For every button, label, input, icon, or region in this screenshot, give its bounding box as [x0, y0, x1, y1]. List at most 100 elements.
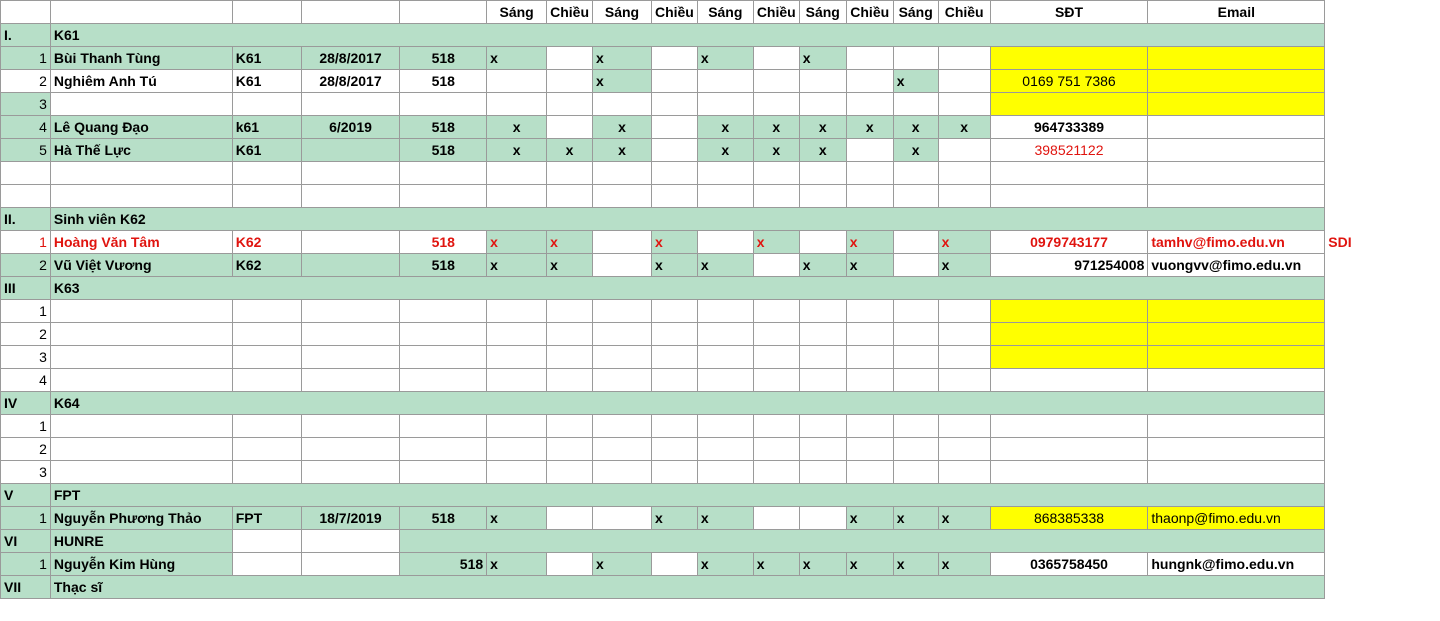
- attendance-mark[interactable]: [892, 368, 939, 392]
- attendance-mark[interactable]: [650, 46, 698, 70]
- attendance-mark[interactable]: x: [592, 115, 652, 139]
- attendance-mark[interactable]: [798, 414, 847, 438]
- email-address[interactable]: [1147, 299, 1326, 323]
- row-number[interactable]: 5: [0, 138, 51, 162]
- attendance-mark[interactable]: [650, 92, 698, 116]
- section-number[interactable]: III: [0, 276, 51, 300]
- class-code[interactable]: [231, 322, 302, 346]
- cell[interactable]: [300, 184, 401, 208]
- attendance-mark[interactable]: [752, 414, 800, 438]
- attendance-mark[interactable]: [752, 322, 800, 346]
- class-code[interactable]: K61: [231, 69, 302, 93]
- attendance-mark[interactable]: [892, 437, 939, 461]
- student-name[interactable]: [49, 299, 233, 323]
- attendance-mark[interactable]: x: [937, 506, 991, 530]
- attendance-mark[interactable]: x: [486, 253, 548, 277]
- cell[interactable]: [300, 161, 401, 185]
- email-address[interactable]: vuongvv@fimo.edu.vn: [1147, 253, 1326, 277]
- cell[interactable]: [546, 161, 594, 185]
- attendance-mark[interactable]: [592, 460, 652, 484]
- attendance-mark[interactable]: [845, 437, 894, 461]
- class-code[interactable]: FPT: [231, 506, 302, 530]
- extra-cell[interactable]: SDI: [1328, 234, 1352, 250]
- attendance-mark[interactable]: x: [696, 46, 754, 70]
- start-date[interactable]: 28/8/2017: [300, 69, 401, 93]
- room-number[interactable]: [399, 345, 488, 369]
- cell[interactable]: [752, 184, 800, 208]
- attendance-mark[interactable]: x: [845, 506, 894, 530]
- attendance-mark[interactable]: [592, 437, 652, 461]
- header-cell[interactable]: Sáng: [592, 0, 652, 24]
- student-name[interactable]: [49, 460, 233, 484]
- cell[interactable]: [798, 161, 847, 185]
- room-number[interactable]: 518: [399, 69, 488, 93]
- attendance-mark[interactable]: x: [486, 230, 548, 254]
- header-cell[interactable]: SĐT: [989, 0, 1149, 24]
- cell[interactable]: [845, 184, 894, 208]
- phone-number[interactable]: 868385338: [989, 506, 1149, 530]
- extra-cell[interactable]: [1325, 553, 1440, 576]
- phone-number[interactable]: 0365758450: [989, 552, 1149, 576]
- extra-cell[interactable]: [1325, 24, 1440, 47]
- attendance-mark[interactable]: [696, 345, 754, 369]
- attendance-mark[interactable]: x: [696, 506, 754, 530]
- attendance-mark[interactable]: [937, 46, 991, 70]
- attendance-mark[interactable]: x: [937, 115, 991, 139]
- class-code[interactable]: K61: [231, 46, 302, 70]
- row-number[interactable]: 1: [0, 552, 51, 576]
- phone-number[interactable]: [989, 414, 1149, 438]
- row-number[interactable]: 1: [0, 299, 51, 323]
- extra-cell[interactable]: [1325, 415, 1440, 438]
- attendance-mark[interactable]: [546, 92, 594, 116]
- row-number[interactable]: 1: [0, 414, 51, 438]
- extra-cell[interactable]: [1325, 139, 1440, 162]
- attendance-mark[interactable]: x: [650, 506, 698, 530]
- email-address[interactable]: [1147, 46, 1326, 70]
- cell[interactable]: [546, 184, 594, 208]
- room-number[interactable]: [399, 322, 488, 346]
- attendance-mark[interactable]: [798, 437, 847, 461]
- section-label[interactable]: K64: [49, 391, 1326, 415]
- cell[interactable]: [937, 161, 991, 185]
- email-address[interactable]: [1147, 460, 1326, 484]
- row-number[interactable]: 4: [0, 368, 51, 392]
- attendance-mark[interactable]: [696, 437, 754, 461]
- attendance-mark[interactable]: x: [546, 253, 594, 277]
- attendance-mark[interactable]: [546, 46, 594, 70]
- cell[interactable]: [231, 529, 302, 553]
- start-date[interactable]: [300, 437, 401, 461]
- attendance-mark[interactable]: x: [486, 552, 548, 576]
- attendance-mark[interactable]: [892, 253, 939, 277]
- class-code[interactable]: K62: [231, 253, 302, 277]
- section-label[interactable]: Thạc sĩ: [49, 575, 1326, 599]
- attendance-mark[interactable]: [650, 437, 698, 461]
- attendance-mark[interactable]: x: [592, 138, 652, 162]
- extra-cell[interactable]: [1325, 346, 1440, 369]
- email-address[interactable]: hungnk@fimo.edu.vn: [1147, 552, 1326, 576]
- start-date[interactable]: [300, 138, 401, 162]
- cell[interactable]: [399, 161, 488, 185]
- attendance-mark[interactable]: x: [486, 506, 548, 530]
- cell[interactable]: [300, 529, 401, 553]
- row-number[interactable]: 1: [0, 506, 51, 530]
- phone-number[interactable]: [989, 46, 1149, 70]
- cell[interactable]: [696, 184, 754, 208]
- room-number[interactable]: 518: [399, 253, 488, 277]
- attendance-mark[interactable]: [650, 69, 698, 93]
- student-name[interactable]: Lê Quang Đạo: [49, 115, 233, 139]
- extra-cell[interactable]: [1325, 484, 1440, 507]
- attendance-mark[interactable]: [696, 368, 754, 392]
- attendance-mark[interactable]: [845, 46, 894, 70]
- cell[interactable]: [231, 184, 302, 208]
- attendance-mark[interactable]: [937, 460, 991, 484]
- attendance-mark[interactable]: [696, 69, 754, 93]
- room-number[interactable]: 518: [399, 46, 488, 70]
- extra-cell[interactable]: [1325, 438, 1440, 461]
- start-date[interactable]: [300, 414, 401, 438]
- cell[interactable]: [0, 161, 51, 185]
- attendance-mark[interactable]: [752, 368, 800, 392]
- class-code[interactable]: [231, 92, 302, 116]
- attendance-mark[interactable]: [696, 92, 754, 116]
- row-number[interactable]: 2: [0, 69, 51, 93]
- attendance-mark[interactable]: [546, 299, 594, 323]
